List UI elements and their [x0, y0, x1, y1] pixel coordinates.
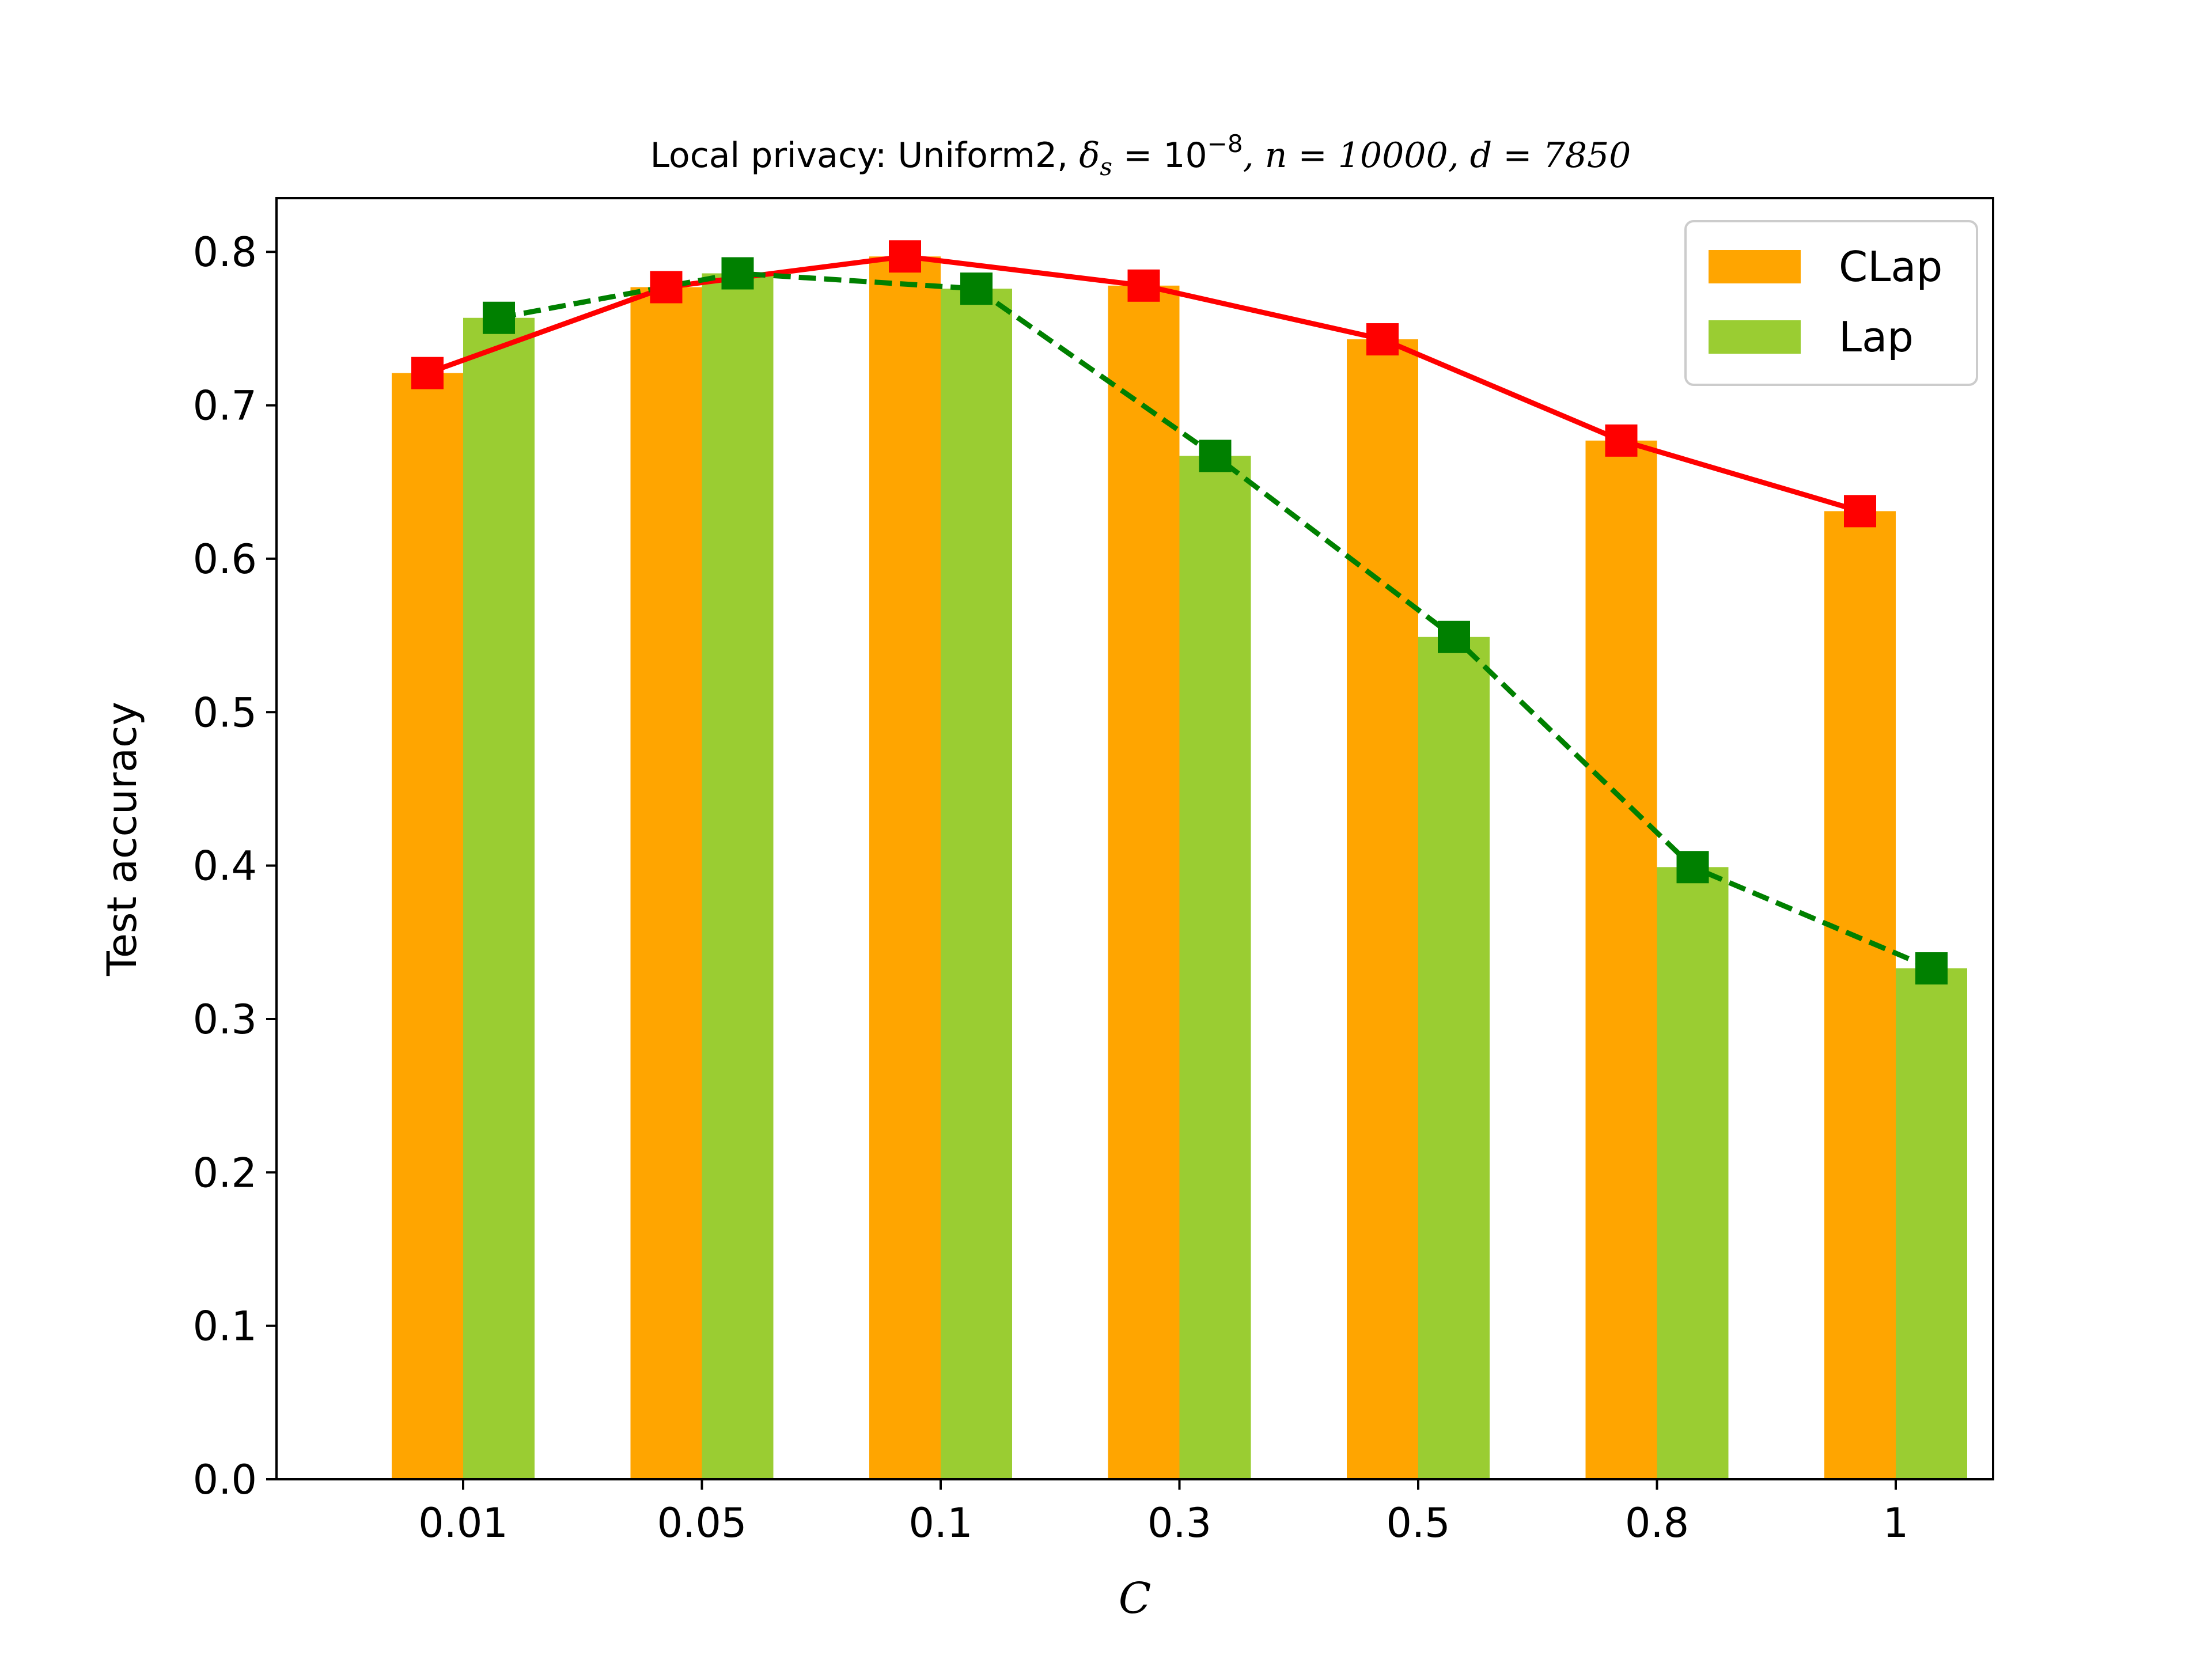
title-delta-eq: = 10: [1112, 135, 1207, 176]
bar-clap-0.1: [869, 256, 941, 1480]
y-tick-label-0.2: 0.2: [193, 1149, 257, 1196]
x-tick-label-1: 1: [1883, 1499, 1909, 1547]
y-tick-label-0.6: 0.6: [193, 536, 257, 583]
chart-title: Local privacy: Uniform2, δs = 10−8, n = …: [650, 130, 1631, 181]
x-tick-label-0.1: 0.1: [908, 1499, 972, 1547]
title-delta: δ: [1079, 135, 1100, 176]
title-delta-sub: s: [1100, 153, 1112, 181]
y-tick-label-0.0: 0.0: [193, 1456, 257, 1503]
x-tick-label-0.8: 0.8: [1625, 1499, 1689, 1547]
series-markers: [411, 240, 1948, 985]
x-tick-label-0.5: 0.5: [1386, 1499, 1450, 1547]
y-axis-label: Test accuracy: [99, 702, 146, 976]
title-delta-exp: −8: [1207, 130, 1243, 158]
point-clap-0.1: [889, 240, 921, 273]
bars: [392, 256, 1967, 1480]
x-tick-label-0.01: 0.01: [418, 1499, 508, 1547]
bar-clap-0.01: [392, 373, 463, 1479]
y-tick-label-0.4: 0.4: [193, 843, 257, 890]
bar-clap-0.5: [1347, 339, 1418, 1479]
bar-clap-0.3: [1108, 285, 1180, 1480]
y-tick-label-0.3: 0.3: [193, 996, 257, 1043]
x-axis-label: C: [1119, 1574, 1152, 1623]
point-clap-0.8: [1605, 424, 1638, 457]
legend-swatch-lap: [1709, 320, 1801, 354]
bar-lap-0.1: [941, 289, 1012, 1479]
x-tick-label-0.05: 0.05: [657, 1499, 747, 1547]
title-n: , n = 10000: [1243, 135, 1448, 176]
legend: CLap Lap: [1684, 220, 1978, 386]
title-prefix: Local privacy: Uniform2,: [650, 135, 1080, 176]
point-clap-0.01: [411, 357, 444, 389]
point-lap-0.8: [1676, 851, 1709, 884]
point-clap-1: [1844, 495, 1876, 528]
point-lap-0.01: [483, 301, 515, 334]
bar-lap-0.5: [1418, 637, 1490, 1479]
legend-swatch-clap: [1709, 250, 1801, 283]
point-lap-0.05: [721, 257, 754, 290]
y-tick-label-0.1: 0.1: [193, 1303, 257, 1350]
point-lap-0.1: [960, 272, 993, 305]
y-axis: 0.0 0.1 0.2 0.3 0.4 0.5 0.6 0.7 0.8: [193, 229, 276, 1503]
point-lap-0.5: [1438, 620, 1470, 653]
bar-lap-0.8: [1657, 867, 1729, 1479]
y-tick-label-0.5: 0.5: [193, 689, 257, 736]
x-axis: 0.01 0.05 0.1 0.3 0.5 0.8 1: [418, 1479, 1908, 1547]
point-clap-0.3: [1127, 269, 1160, 302]
bar-lap-0.3: [1179, 456, 1251, 1479]
bar-lap-0.05: [702, 273, 774, 1479]
x-tick-label-0.3: 0.3: [1147, 1499, 1211, 1547]
axes-frame: [275, 197, 1994, 1480]
bar-lap-0.01: [463, 317, 535, 1479]
title-d: , d = 7850: [1448, 135, 1631, 176]
point-lap-0.3: [1199, 440, 1232, 472]
plot-area: [392, 240, 1967, 1480]
bar-clap-0.8: [1585, 440, 1657, 1479]
point-clap-0.5: [1366, 323, 1399, 356]
legend-label-clap: CLap: [1839, 243, 1942, 291]
point-lap-1: [1915, 952, 1948, 985]
legend-label-lap: Lap: [1839, 313, 1914, 361]
y-tick-label-0.8: 0.8: [193, 229, 257, 276]
point-clap-0.05: [650, 271, 683, 304]
bar-clap-0.05: [630, 287, 702, 1479]
y-tick-label-0.7: 0.7: [193, 382, 257, 430]
bar-clap-1: [1824, 511, 1896, 1479]
bar-lap-1: [1896, 968, 1967, 1479]
